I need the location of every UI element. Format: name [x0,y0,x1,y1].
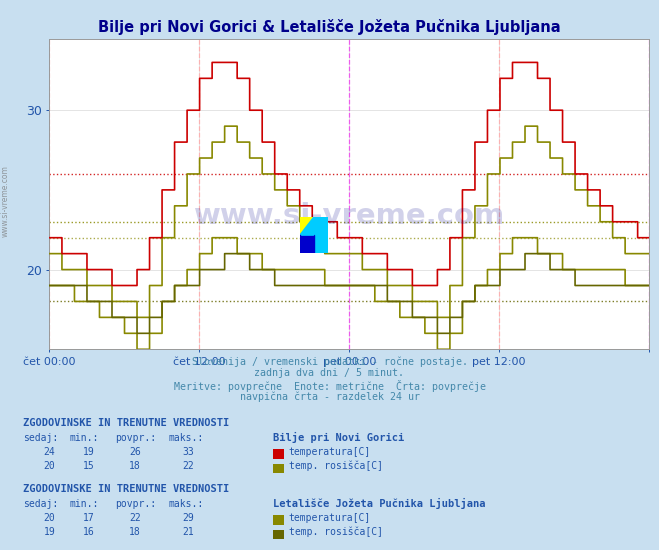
Text: 24: 24 [43,447,55,457]
Text: 18: 18 [129,461,141,471]
Text: maks.:: maks.: [168,498,203,509]
Text: Meritve: povprečne  Enote: metrične  Črta: povprečje: Meritve: povprečne Enote: metrične Črta:… [173,379,486,392]
Text: povpr.:: povpr.: [115,498,156,509]
Text: temp. rosišča[C]: temp. rosišča[C] [289,461,383,471]
Text: 15: 15 [83,461,95,471]
Text: min.:: min.: [69,432,99,443]
Text: 33: 33 [182,447,194,457]
Text: sedaj:: sedaj: [23,498,58,509]
Text: temp. rosišča[C]: temp. rosišča[C] [289,527,383,537]
Text: 20: 20 [43,461,55,471]
Text: 16: 16 [83,527,95,537]
Text: Slovenija / vremenski podatki - ročne postaje.: Slovenija / vremenski podatki - ročne po… [192,356,467,367]
Text: www.si-vreme.com: www.si-vreme.com [1,165,10,236]
Polygon shape [300,217,314,235]
Text: Letališče Jožeta Pučnika Ljubljana: Letališče Jožeta Pučnika Ljubljana [273,498,486,509]
Text: sedaj:: sedaj: [23,432,58,443]
Text: 26: 26 [129,447,141,457]
Text: zadnja dva dni / 5 minut.: zadnja dva dni / 5 minut. [254,368,405,378]
Text: navpična črta - razdelek 24 ur: navpična črta - razdelek 24 ur [239,391,420,401]
Text: min.:: min.: [69,498,99,509]
Bar [314,217,328,253]
Bar [300,235,314,253]
Text: 17: 17 [83,513,95,523]
Text: www.si-vreme.com: www.si-vreme.com [194,202,505,230]
Text: 22: 22 [182,461,194,471]
Text: ZGODOVINSKE IN TRENUTNE VREDNOSTI: ZGODOVINSKE IN TRENUTNE VREDNOSTI [23,484,229,494]
Text: 18: 18 [129,527,141,537]
Text: 19: 19 [43,527,55,537]
Text: povpr.:: povpr.: [115,432,156,443]
Bar [300,217,314,235]
Polygon shape [300,235,314,253]
Text: 19: 19 [83,447,95,457]
Text: maks.:: maks.: [168,432,203,443]
Text: ZGODOVINSKE IN TRENUTNE VREDNOSTI: ZGODOVINSKE IN TRENUTNE VREDNOSTI [23,418,229,428]
Text: 29: 29 [182,513,194,523]
Text: temperatura[C]: temperatura[C] [289,513,371,523]
Text: 22: 22 [129,513,141,523]
Text: 21: 21 [182,527,194,537]
Text: Bilje pri Novi Gorici: Bilje pri Novi Gorici [273,432,405,443]
Text: temperatura[C]: temperatura[C] [289,447,371,457]
Text: 20: 20 [43,513,55,523]
Text: Bilje pri Novi Gorici & Letališče Jožeta Pučnika Ljubljana: Bilje pri Novi Gorici & Letališče Jožeta… [98,19,561,35]
